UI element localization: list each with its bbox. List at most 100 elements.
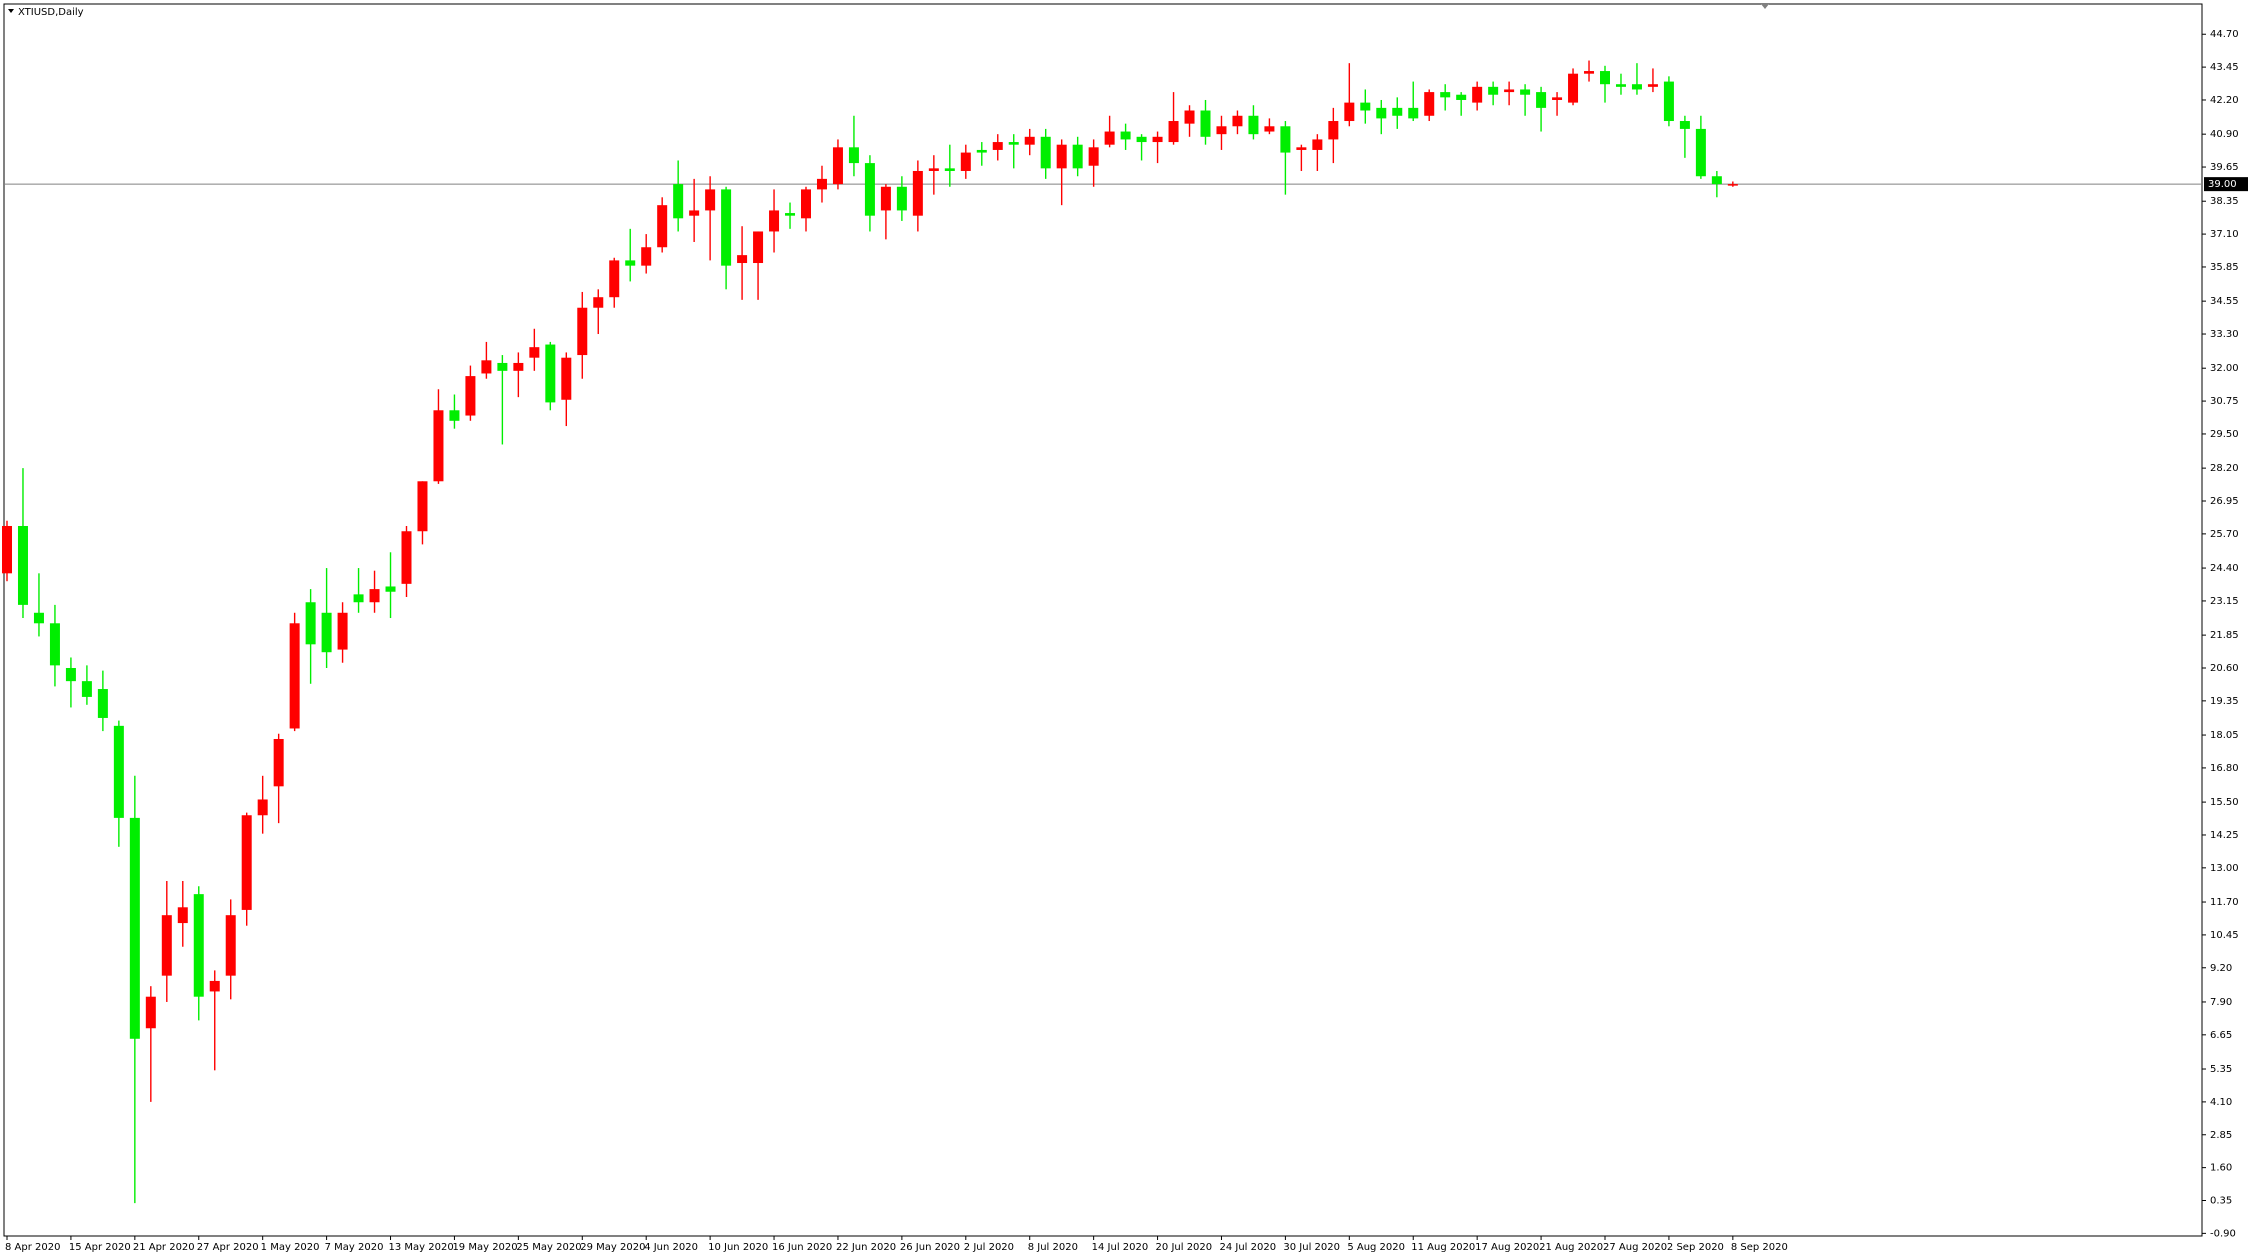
candle-body: [609, 260, 620, 298]
candle-body: [2, 525, 12, 574]
y-tick-label: 32.00: [2210, 363, 2239, 374]
candle-body: [1248, 115, 1259, 135]
candle-body: [1376, 107, 1387, 119]
candle-body: [657, 205, 668, 248]
candle-body: [33, 612, 44, 624]
x-tick-label: 19 May 2020: [452, 1242, 517, 1253]
y-tick-label: 43.45: [2210, 62, 2239, 73]
x-tick-label: 25 May 2020: [516, 1242, 581, 1253]
candle-body: [1504, 89, 1515, 93]
candle-body: [433, 410, 444, 482]
candle-body: [785, 213, 796, 216]
candle-body: [497, 362, 508, 371]
x-tick-label: 11 Aug 2020: [1411, 1242, 1475, 1253]
y-tick-label: 18.05: [2210, 730, 2239, 741]
title-arrow: [8, 9, 14, 13]
candle-body: [1392, 107, 1403, 116]
candle-body: [864, 163, 875, 216]
y-tick-label: 30.75: [2210, 396, 2239, 407]
candle-body: [129, 817, 140, 1039]
candle-body: [960, 152, 971, 171]
candle-body: [401, 531, 412, 584]
y-tick-label: 29.50: [2210, 429, 2239, 440]
x-tick-label: 10 Jun 2020: [708, 1242, 768, 1253]
y-tick-label: 33.30: [2210, 329, 2239, 340]
candle-body: [769, 210, 780, 232]
candle-body: [896, 186, 907, 211]
candle-body: [17, 525, 28, 605]
y-tick-label: 42.20: [2210, 95, 2239, 106]
candle-body: [1232, 115, 1243, 127]
candle-body: [1679, 121, 1690, 129]
x-tick-label: 20 Jul 2020: [1156, 1242, 1213, 1253]
candle-body: [1568, 73, 1579, 103]
candle-body: [465, 376, 476, 416]
candle-body: [513, 362, 524, 371]
x-tick-label: 26 Jun 2020: [900, 1242, 960, 1253]
y-tick-label: 24.40: [2210, 563, 2239, 574]
y-tick-label: 26.95: [2210, 496, 2239, 507]
candle-body: [65, 667, 76, 682]
x-tick-label: 8 Jul 2020: [1028, 1242, 1078, 1253]
candle-body: [721, 189, 732, 266]
candle-body: [689, 210, 700, 216]
candle-body: [1472, 86, 1483, 103]
candle-body: [992, 142, 1003, 150]
y-tick-label: 34.55: [2210, 296, 2239, 307]
candle-body: [848, 147, 859, 164]
candle-body: [177, 907, 188, 924]
y-tick-label: 19.35: [2210, 696, 2239, 707]
x-tick-label: 8 Sep 2020: [1731, 1242, 1788, 1253]
plot-frame: [3, 3, 2203, 1237]
candle-body: [1631, 84, 1642, 90]
candle-body: [928, 168, 939, 171]
candle-body: [321, 612, 332, 653]
candle-body: [417, 481, 428, 532]
y-tick-label: 25.70: [2210, 529, 2239, 540]
candle-body: [1536, 92, 1547, 108]
candle-body: [625, 260, 636, 266]
candle-body: [1008, 142, 1019, 145]
bid-label: 39.00: [2208, 179, 2237, 190]
y-tick-label: 2.85: [2210, 1130, 2232, 1141]
candle-body: [257, 799, 268, 816]
candle-body: [289, 623, 300, 729]
candle-body: [593, 297, 604, 308]
y-tick-label: 7.90: [2210, 997, 2232, 1008]
x-tick-label: 7 May 2020: [325, 1242, 384, 1253]
y-tick-label: 4.10: [2210, 1097, 2232, 1108]
candle-body: [1312, 139, 1323, 150]
x-tick-label: 21 Aug 2020: [1539, 1242, 1603, 1253]
x-tick-label: 30 Jul 2020: [1283, 1242, 1340, 1253]
y-tick-label: 23.15: [2210, 596, 2239, 607]
x-tick-label: 29 May 2020: [580, 1242, 645, 1253]
candle-body: [545, 344, 556, 403]
candle-body: [1584, 71, 1595, 74]
y-tick-label: 38.35: [2210, 196, 2239, 207]
y-tick-label: 21.85: [2210, 630, 2239, 641]
candle-body: [832, 147, 843, 185]
candle-body: [353, 594, 364, 603]
candle-body: [337, 612, 348, 650]
y-tick-label: 40.90: [2210, 129, 2239, 140]
candle-body: [1600, 71, 1610, 85]
candle-body: [1168, 121, 1179, 143]
candle-body: [529, 347, 540, 358]
x-tick-label: 22 Jun 2020: [836, 1242, 896, 1253]
x-tick-label: 1 May 2020: [261, 1242, 320, 1253]
candle-body: [1456, 94, 1467, 100]
candle-body: [1104, 131, 1115, 145]
candle-body: [1136, 136, 1147, 143]
candle-body: [113, 725, 124, 818]
candle-body: [1328, 121, 1339, 140]
candle-body: [1040, 136, 1051, 169]
y-tick-label: 39.65: [2210, 162, 2239, 173]
candle-body: [1440, 92, 1451, 98]
y-tick-label: 35.85: [2210, 262, 2239, 273]
x-tick-label: 16 Jun 2020: [772, 1242, 832, 1253]
candle-body: [1184, 110, 1195, 124]
y-tick-label: 0.35: [2210, 1195, 2232, 1206]
y-tick-label: 11.70: [2210, 897, 2239, 908]
candle-body: [1488, 86, 1499, 95]
